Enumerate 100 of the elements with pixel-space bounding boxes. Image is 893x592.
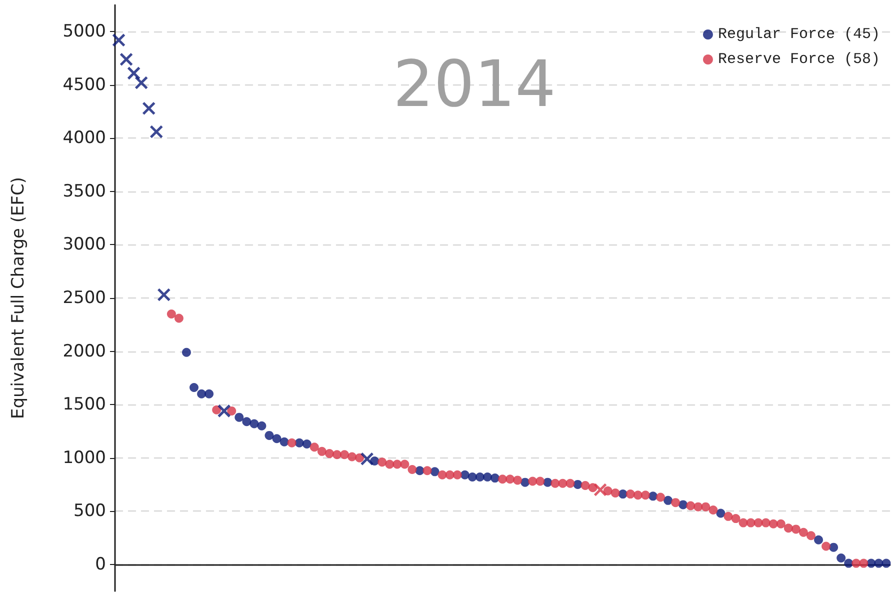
y-axis-title: Equivalent Full Charge (EFC) <box>8 176 28 420</box>
point <box>257 421 266 430</box>
point <box>475 472 484 482</box>
point <box>227 406 236 416</box>
point <box>498 474 507 484</box>
y-tick-label: 3000 <box>62 234 106 255</box>
point <box>513 476 522 485</box>
point <box>217 404 231 418</box>
y-tick-label: 1500 <box>62 394 106 415</box>
y-tick-label: 4500 <box>62 74 106 95</box>
point <box>844 558 854 568</box>
point <box>468 472 477 482</box>
point <box>768 519 778 528</box>
point <box>640 490 650 500</box>
point <box>558 478 568 488</box>
point <box>324 449 334 458</box>
point <box>264 430 274 440</box>
point <box>134 76 148 90</box>
point <box>392 460 402 469</box>
point <box>204 389 214 398</box>
point <box>784 524 793 533</box>
point <box>112 33 126 47</box>
point <box>859 558 868 568</box>
point <box>272 434 282 444</box>
point <box>882 558 891 568</box>
point <box>127 66 141 80</box>
point <box>242 417 252 426</box>
point <box>348 452 357 462</box>
point <box>452 470 462 480</box>
point <box>378 458 387 467</box>
y-tick-label: 0 <box>95 554 106 574</box>
point <box>482 472 492 482</box>
point <box>340 450 349 460</box>
y-tick-label: 2000 <box>62 341 106 362</box>
point <box>197 389 206 398</box>
point <box>724 512 733 521</box>
point <box>694 502 703 512</box>
point <box>355 453 364 462</box>
point <box>626 490 635 499</box>
point <box>142 102 156 116</box>
point <box>656 492 666 502</box>
point <box>610 488 620 498</box>
point <box>761 518 770 528</box>
y-tick-label: 500 <box>74 501 106 522</box>
legend-label: Regular Force (45) <box>718 26 880 43</box>
point <box>798 528 808 537</box>
point <box>528 476 538 486</box>
point <box>506 474 515 484</box>
point <box>190 383 199 392</box>
point <box>731 514 740 524</box>
point <box>166 309 176 318</box>
point <box>701 502 710 512</box>
point <box>302 439 312 448</box>
y-tick-label: 4000 <box>62 128 106 148</box>
y-tick-label: 3500 <box>62 181 106 202</box>
point <box>250 419 259 428</box>
point <box>287 438 296 448</box>
point <box>874 558 884 568</box>
point <box>566 478 575 488</box>
point <box>814 535 824 544</box>
point <box>708 506 718 515</box>
y-tick-label: 5000 <box>62 22 106 42</box>
point <box>317 446 326 456</box>
point <box>594 483 608 497</box>
point <box>400 460 410 469</box>
point <box>806 531 816 540</box>
point <box>422 466 432 476</box>
point <box>671 498 680 508</box>
point <box>182 348 191 357</box>
point <box>829 542 838 552</box>
legend-label: Reserve Force (58) <box>718 51 880 68</box>
point <box>580 481 590 490</box>
point <box>360 452 374 466</box>
point <box>280 437 289 446</box>
point <box>738 518 748 528</box>
point <box>438 470 447 480</box>
point <box>791 524 800 534</box>
point <box>408 465 417 474</box>
point <box>212 405 222 414</box>
point <box>746 518 756 528</box>
point <box>716 508 726 518</box>
point <box>174 314 184 323</box>
point <box>776 519 786 528</box>
point <box>754 518 763 528</box>
point <box>234 412 244 422</box>
point <box>490 474 500 483</box>
point <box>120 52 134 66</box>
point <box>633 490 642 500</box>
point <box>150 125 164 139</box>
point <box>332 450 342 460</box>
text: 2014 <box>393 48 556 122</box>
point <box>664 496 673 505</box>
point <box>445 470 454 480</box>
y-tick-label: 2500 <box>62 288 106 308</box>
point <box>822 542 831 551</box>
point <box>536 476 545 486</box>
point <box>157 288 171 302</box>
point <box>836 553 846 562</box>
point <box>852 558 861 568</box>
point <box>385 460 394 469</box>
